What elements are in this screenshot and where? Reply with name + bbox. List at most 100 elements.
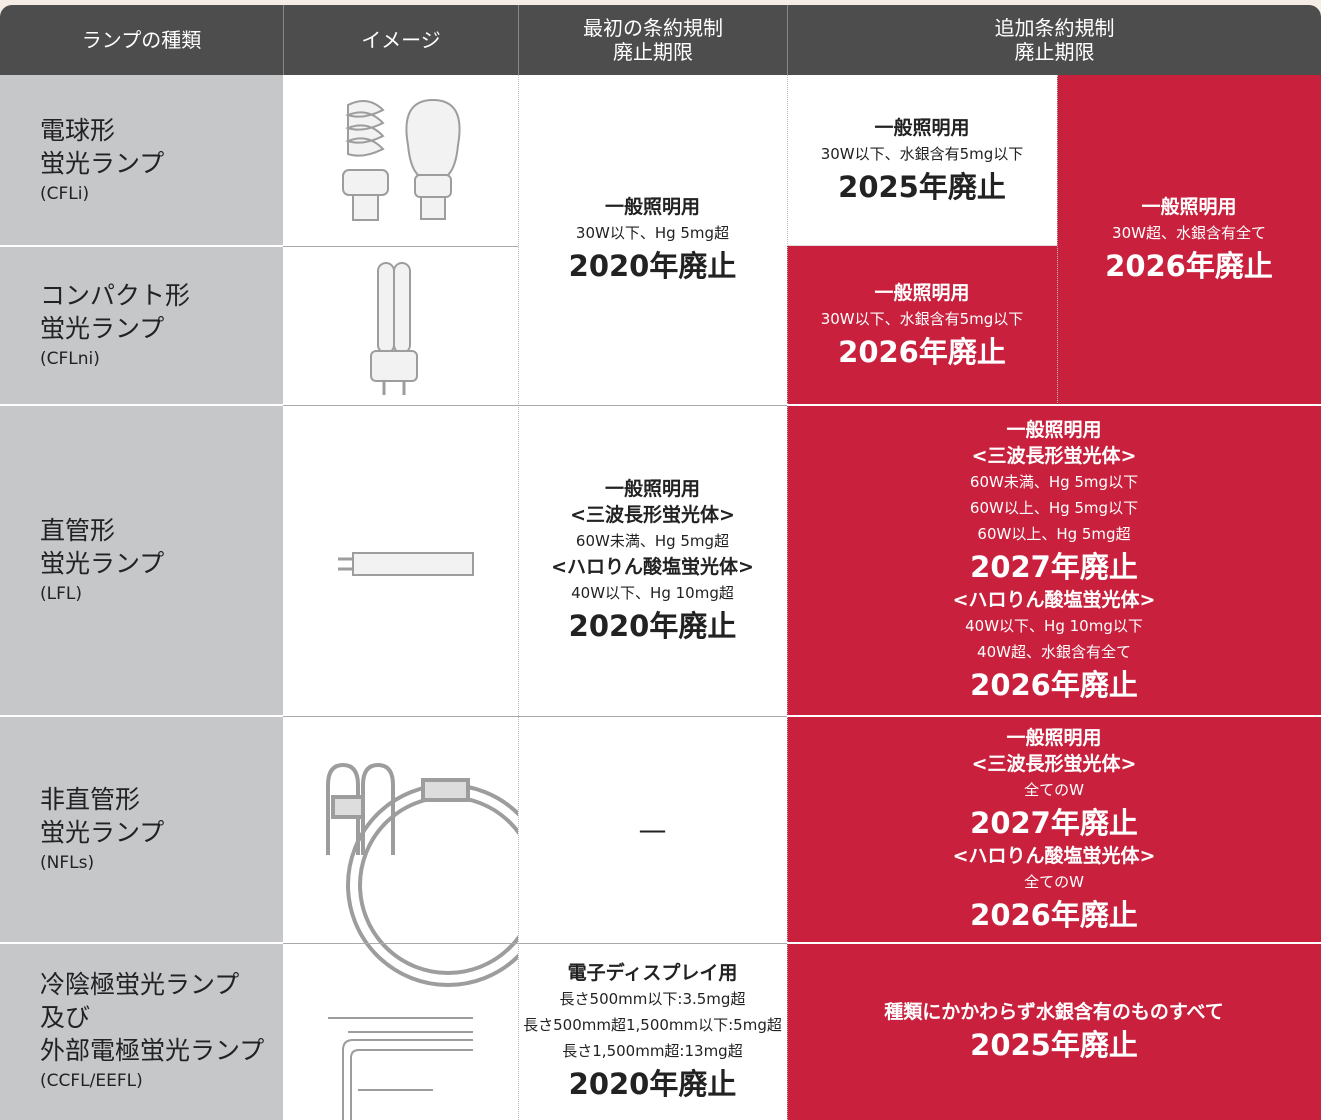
- lfl-image: [338, 552, 474, 576]
- deadline-text: —: [638, 812, 667, 846]
- deadline-text: 2020年廃止: [568, 249, 737, 283]
- deadline-text: 2025年廃止: [838, 169, 1006, 204]
- ccfl-image: [328, 1017, 473, 1120]
- cfli-image: [342, 98, 461, 221]
- lamp-name: 蛍光ランプ: [40, 148, 165, 178]
- deadline-text: 30W以下、Hg 5mg超: [575, 224, 730, 242]
- deadline-text: <ハロりん酸塩蛍光体>: [952, 588, 1156, 611]
- row-divider: [787, 715, 1321, 717]
- deadline-text: 40W以下、Hg 10mg以下: [965, 616, 1143, 635]
- row-divider: [0, 245, 283, 247]
- header-text: イメージ: [361, 28, 441, 52]
- header-text: 追加条約規制: [994, 16, 1115, 40]
- column-divider: [1057, 75, 1058, 405]
- deadline-text: <三波長形蛍光体>: [971, 444, 1137, 467]
- lamp-type-cell: 直管形 蛍光ランプ (LFL): [0, 405, 283, 716]
- header-text: ランプの種類: [81, 28, 202, 52]
- row-divider: [283, 405, 787, 406]
- row-divider: [787, 245, 1057, 246]
- deadline-text: 2025年廃止: [970, 1027, 1138, 1062]
- row-divider: [787, 942, 1321, 944]
- deadline-text: 種類にかかわらず水銀含有のものすべて: [884, 1000, 1224, 1023]
- deadline-text: 2020年廃止: [568, 608, 737, 643]
- deadline-text: 60W以上、Hg 5mg超: [977, 524, 1131, 543]
- deadline-text: 2020年廃止: [568, 1066, 737, 1101]
- deadline-text: 一般照明用: [874, 281, 970, 304]
- deadline-cell: 一般照明用 <三波長形蛍光体> 60W未満、Hg 5mg以下 60W以上、Hg 5mg…: [787, 405, 1321, 716]
- deadline-text: 2027年廃止: [970, 805, 1138, 840]
- lamp-name: 直管形: [40, 515, 116, 545]
- deadline-text: 60W未満、Hg 5mg超: [575, 531, 730, 550]
- deadline-text: 40W以下、Hg 10mg超: [571, 583, 734, 602]
- deadline-text: 長さ500mm超1,500mm以下:5mg超: [523, 1015, 782, 1034]
- row-divider: [283, 246, 518, 247]
- deadline-text: <ハロりん酸塩蛍光体>: [952, 844, 1156, 867]
- deadline-text: 30W以下、水銀含有5mg以下: [820, 309, 1024, 328]
- header-text: 廃止期限: [1014, 40, 1095, 64]
- nfl-image: [326, 762, 518, 987]
- deadline-cell: 一般照明用 30W超、水銀含有全て 2026年廃止: [1057, 75, 1321, 405]
- deadline-text: 一般照明用: [874, 116, 970, 139]
- lamp-name: 非直管形: [40, 784, 141, 814]
- deadline-text: 一般照明用: [1006, 726, 1102, 749]
- lamp-type-cell: 冷陰極蛍光ランプ 及び外部電極蛍光ランプ (CCFL/EEFL): [0, 943, 283, 1120]
- lamp-type-cell: 電球形 蛍光ランプ (CFLi): [0, 75, 283, 246]
- lamp-name: 及び: [40, 1003, 91, 1032]
- deadline-text: 全てのW: [1024, 780, 1084, 799]
- lamp-name: 外部電極蛍光ランプ: [40, 1036, 265, 1065]
- lamp-type-cell: 非直管形 蛍光ランプ (NFLs): [0, 716, 283, 943]
- lamp-code: (LFL): [40, 583, 82, 604]
- row-divider: [0, 715, 283, 717]
- lamp-name: 電球形: [40, 115, 116, 145]
- row-divider: [283, 716, 787, 717]
- row-divider: [0, 404, 283, 406]
- lamp-images: [283, 75, 518, 1120]
- lamp-name: 蛍光ランプ: [40, 313, 165, 343]
- lamp-code: (CCFL/EEFL): [40, 1071, 143, 1091]
- deadline-text: 30W超、水銀含有全て: [1112, 224, 1266, 242]
- deadline-text: 長さ1,500mm超:13mg超: [562, 1041, 743, 1060]
- lamp-type-cell: コンパクト形 蛍光ランプ (CFLni): [0, 246, 283, 405]
- cfl-ni-image: [370, 262, 418, 395]
- deadline-text: 一般照明用: [604, 477, 700, 500]
- deadline-text: 2026年廃止: [1105, 249, 1273, 283]
- deadline-text: 長さ500mm以下:3.5mg超: [559, 989, 746, 1008]
- lamp-code: (NFLs): [40, 852, 95, 873]
- deadline-cell: 一般照明用 <三波長形蛍光体> 60W未満、Hg 5mg超 <ハロりん酸塩蛍光体> 40…: [518, 405, 787, 716]
- header-cell: イメージ: [283, 5, 518, 75]
- deadline-text: 30W以下、水銀含有5mg以下: [820, 144, 1024, 163]
- header-text: 廃止期限: [613, 40, 693, 64]
- lamp-code: (CFLni): [40, 348, 100, 369]
- deadline-cell: 電子ディスプレイ用長さ500mm以下:3.5mg超長さ500mm超1,500mm…: [518, 943, 787, 1120]
- header-text: 最初の条約規制: [583, 16, 723, 40]
- deadline-text: <三波長形蛍光体>: [570, 503, 735, 526]
- deadline-text: 2026年廃止: [970, 897, 1138, 932]
- deadline-text: 一般照明用: [1006, 418, 1102, 441]
- column-divider: [787, 75, 788, 1120]
- lamp-name: 冷陰極蛍光ランプ: [40, 970, 240, 999]
- deadline-cell: 一般照明用 30W以下、水銀含有5mg以下 2025年廃止: [787, 75, 1057, 246]
- deadline-cell: 一般照明用 30W以下、水銀含有5mg以下 2026年廃止: [787, 246, 1057, 405]
- deadline-text: 電子ディスプレイ用: [567, 961, 738, 984]
- lamp-name: 蛍光ランプ: [40, 817, 165, 847]
- lamp-name: コンパクト形: [40, 280, 191, 310]
- deadline-text: 全てのW: [1024, 872, 1084, 891]
- header-cell: ランプの種類: [0, 5, 283, 75]
- deadline-text: 40W超、水銀含有全て: [977, 642, 1131, 661]
- deadline-text: 一般照明用: [1141, 196, 1237, 218]
- deadline-text: 2026年廃止: [970, 667, 1138, 702]
- header-cell: 追加条約規制 廃止期限: [787, 5, 1321, 75]
- deadline-cell: —: [518, 716, 787, 943]
- deadline-text: 一般照明用: [604, 196, 700, 218]
- lamp-name: 蛍光ランプ: [40, 548, 165, 578]
- deadline-cell: 一般照明用 <三波長形蛍光体> 全てのW 2027年廃止 <ハロりん酸塩蛍光体> 全てのW…: [787, 716, 1321, 943]
- row-divider: [787, 404, 1321, 406]
- deadline-text: 60W未満、Hg 5mg以下: [969, 472, 1139, 491]
- deadline-text: <三波長形蛍光体>: [971, 752, 1137, 775]
- column-divider: [518, 75, 519, 1120]
- deadline-text: 60W以上、Hg 5mg以下: [969, 498, 1139, 517]
- deadline-cell: 一般照明用 30W以下、Hg 5mg超 2020年廃止: [518, 75, 787, 405]
- row-divider: [283, 943, 787, 944]
- lamp-code: (CFLi): [40, 183, 90, 204]
